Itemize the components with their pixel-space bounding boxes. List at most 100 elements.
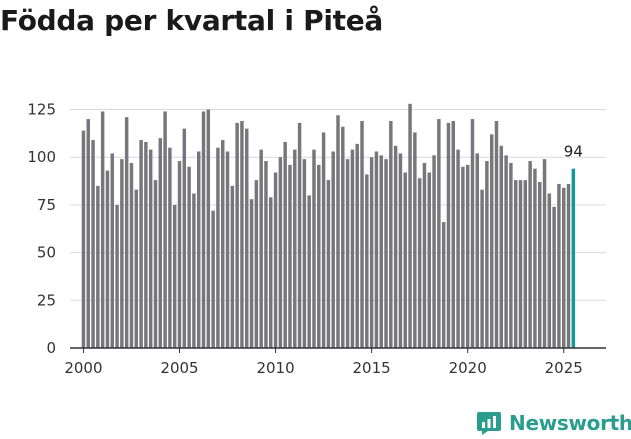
bar [374,151,379,348]
bar [480,189,484,348]
bar [134,189,139,348]
bar [547,193,552,348]
bar [177,161,182,348]
bar [312,149,316,348]
bar [470,119,475,348]
bar [206,109,211,348]
brand-logo: Newsworthy [476,408,631,438]
bar [566,183,571,348]
bar [331,151,335,348]
bar [504,155,508,348]
axes: 0 25 50 75 100 125 2000 2005 2010 2015 2020 2025 [27,101,606,377]
bar [192,193,196,348]
bar [273,172,278,348]
bar [461,166,465,348]
bar [91,140,95,348]
bar [259,149,263,348]
x-tick-label: 2025 [545,359,583,377]
newsworthy-logo-icon [477,412,501,435]
bar [283,141,287,348]
bar [211,210,215,348]
bar [456,149,460,348]
bar [321,132,326,348]
bar [129,162,134,348]
bar [451,120,455,348]
bar [187,166,191,348]
bar [475,153,480,348]
bar [201,111,206,348]
bar [417,178,422,348]
y-tick-label: 0 [46,339,56,357]
bar [398,153,403,348]
bar [379,155,383,348]
bar [403,172,407,348]
bar [345,159,350,348]
x-tick-label: 2010 [256,359,294,377]
bar [441,222,446,348]
bar [427,172,431,348]
bar [307,195,311,348]
bar [542,159,547,348]
bar [86,119,90,348]
bar [148,149,153,348]
brand-name: Newsworthy [509,411,631,435]
bar [182,128,187,348]
bar [269,197,273,348]
bar [552,206,556,348]
bar [139,140,143,348]
bar [235,122,239,348]
bar [369,157,374,348]
bar [562,187,566,348]
bar [158,138,163,348]
bar [557,183,561,348]
latest-value-label: 94 [564,143,583,161]
x-tick-label: 2000 [64,359,102,377]
bar [153,180,158,348]
x-tick-label: 2020 [449,359,487,377]
bar [115,204,119,348]
bar [408,103,412,348]
bar [494,120,499,348]
bar [523,180,528,348]
bar [288,164,292,348]
bar [509,162,513,348]
bar [384,159,388,348]
bar [422,162,427,348]
bar [168,147,172,348]
bar [465,164,470,348]
bar [196,151,201,348]
bar [249,199,254,348]
bar [96,185,100,348]
y-tick-label: 25 [37,291,56,309]
bar [230,185,235,348]
bar [393,145,398,348]
bar [341,126,345,349]
bar [518,180,523,348]
y-tick-label: 50 [37,244,56,262]
bar [413,132,417,348]
bar [513,180,518,348]
y-tick-label: 125 [27,101,56,119]
bar [528,161,532,348]
bar [350,149,355,348]
bar [81,130,86,348]
bar [317,164,321,348]
bar [485,161,489,348]
bar [110,153,114,348]
bar [105,170,110,348]
bars [81,103,576,349]
bar [225,151,230,348]
bar [537,182,542,348]
bar [432,155,436,348]
bar-latest [571,168,576,348]
bar [144,141,148,348]
bar [360,120,364,348]
bar [278,157,283,348]
bar [389,120,393,348]
bar [216,147,220,348]
x-tick-label: 2005 [160,359,198,377]
bar [489,134,494,348]
bar [533,168,537,348]
x-tick-label: 2015 [353,359,391,377]
